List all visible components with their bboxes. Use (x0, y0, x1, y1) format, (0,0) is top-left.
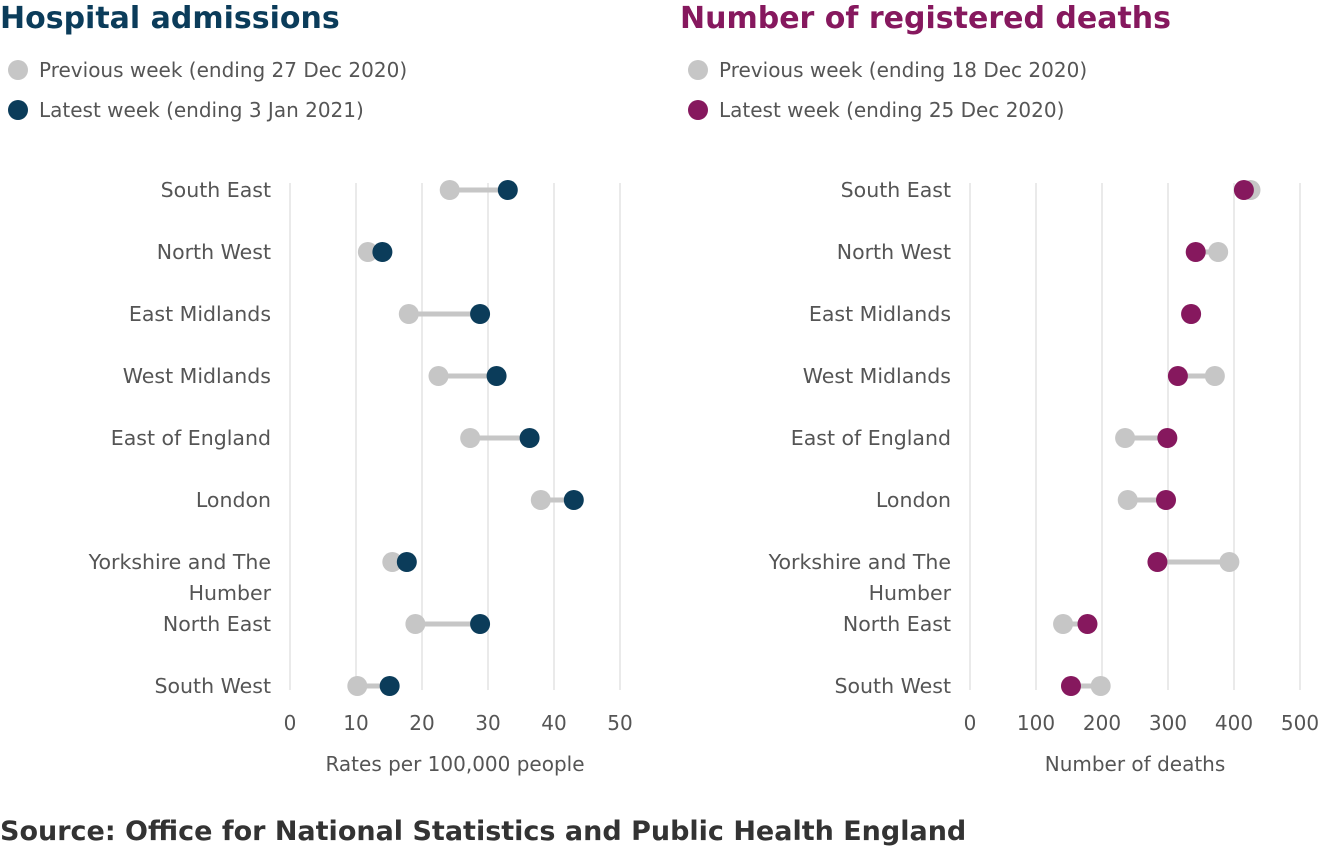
admissions-category-label-north-west: North West (157, 240, 271, 264)
admissions-point-latest-south-east (497, 180, 518, 200)
deaths-point-latest-north-west (1185, 242, 1206, 262)
deaths-point-latest-south-east (1233, 180, 1254, 200)
admissions-category-label-south-east: South East (161, 178, 271, 202)
admissions-legend-label-previous: Previous week (ending 27 Dec 2020) (39, 58, 407, 82)
admissions-tick-label-20: 20 (409, 711, 434, 735)
deaths-title: Number of registered deaths (680, 1, 1171, 36)
admissions-point-previous-east-midlands (398, 304, 419, 324)
admissions-point-previous-north-west (357, 242, 378, 262)
deaths-legend-label-previous: Previous week (ending 18 Dec 2020) (719, 58, 1087, 82)
deaths-category-label-london: London (876, 488, 951, 512)
admissions-point-latest-south-west (379, 676, 400, 696)
deaths-legend-label-latest: Latest week (ending 25 Dec 2020) (719, 98, 1064, 122)
admissions-axis-title: Rates per 100,000 people (325, 752, 584, 776)
admissions-point-previous-south-east (439, 180, 460, 200)
deaths-point-latest-london (1156, 490, 1177, 510)
deaths-category-label-yorkshire-and-the-humber: Yorkshire and The Humber (768, 550, 952, 605)
admissions-point-latest-west-midlands (486, 366, 507, 386)
admissions-point-latest-north-east (470, 614, 491, 634)
admissions-point-previous-london (530, 490, 551, 510)
deaths-category-label-south-east: South East (841, 178, 951, 202)
deaths-tick-label-200: 200 (1083, 711, 1121, 735)
admissions-point-latest-london (563, 490, 584, 510)
admissions-category-label-north-east: North East (163, 612, 271, 636)
admissions-tick-label-40: 40 (541, 711, 566, 735)
admissions-point-previous-north-east (405, 614, 426, 634)
registered-deaths-chart: Number of registered deaths Previous week… (680, 1, 1319, 776)
deaths-point-previous-north-east (1053, 614, 1074, 634)
deaths-tick-label-500: 500 (1281, 711, 1319, 735)
admissions-category-label-south-west: South West (155, 674, 272, 698)
admissions-point-previous-yorkshire-and-the-humber (382, 552, 403, 572)
admissions-point-previous-east-of-england (460, 428, 481, 448)
deaths-category-label-west-midlands: West Midlands (803, 364, 951, 388)
deaths-category-label-south-west: South West (835, 674, 952, 698)
admissions-legend-marker-latest (8, 100, 28, 120)
deaths-point-latest-east-of-england (1157, 428, 1178, 448)
deaths-tick-label-300: 300 (1149, 711, 1187, 735)
deaths-category-label-east-midlands: East Midlands (809, 302, 951, 326)
deaths-category-label-north-west: North West (837, 240, 951, 264)
deaths-tick-label-400: 400 (1215, 711, 1253, 735)
deaths-point-previous-east-of-england (1115, 428, 1136, 448)
deaths-tick-label-100: 100 (1017, 711, 1055, 735)
deaths-point-previous-north-west (1208, 242, 1229, 262)
deaths-point-latest-yorkshire-and-the-humber (1147, 552, 1168, 572)
deaths-tick-label-0: 0 (964, 711, 977, 735)
admissions-title: Hospital admissions (0, 1, 340, 36)
deaths-point-latest-north-east (1077, 614, 1098, 634)
deaths-point-previous-west-midlands (1204, 366, 1225, 386)
admissions-category-label-east-midlands: East Midlands (129, 302, 271, 326)
admissions-tick-label-30: 30 (475, 711, 500, 735)
admissions-tick-label-0: 0 (284, 711, 297, 735)
admissions-tick-label-50: 50 (607, 711, 632, 735)
admissions-legend-marker-previous (8, 60, 28, 80)
deaths-legend-marker-previous (688, 60, 708, 80)
admissions-tick-label-10: 10 (343, 711, 368, 735)
deaths-point-previous-south-west (1090, 676, 1111, 696)
deaths-point-latest-east-midlands (1181, 304, 1202, 324)
admissions-category-label-east-of-england: East of England (111, 426, 271, 450)
source-note: Source: Office for National Statistics a… (0, 816, 966, 847)
deaths-point-previous-london (1117, 490, 1138, 510)
deaths-category-label-east-of-england: East of England (791, 426, 951, 450)
admissions-point-latest-east-midlands (470, 304, 491, 324)
admissions-category-label-west-midlands: West Midlands (123, 364, 271, 388)
admissions-point-previous-west-midlands (428, 366, 449, 386)
deaths-category-label-north-east: North East (843, 612, 951, 636)
admissions-legend-label-latest: Latest week (ending 3 Jan 2021) (39, 98, 364, 122)
admissions-point-previous-south-west (347, 676, 368, 696)
deaths-legend-marker-latest (688, 100, 708, 120)
admissions-point-latest-north-west (372, 242, 393, 262)
admissions-point-latest-yorkshire-and-the-humber (396, 552, 417, 572)
deaths-point-previous-yorkshire-and-the-humber (1219, 552, 1240, 572)
deaths-axis-title: Number of deaths (1045, 752, 1226, 776)
deaths-point-latest-south-west (1060, 676, 1081, 696)
admissions-category-label-london: London (196, 488, 271, 512)
admissions-point-latest-east-of-england (519, 428, 540, 448)
hospital-admissions-chart: Hospital admissions Previous week (ending… (0, 1, 633, 776)
admissions-category-label-yorkshire-and-the-humber: Yorkshire and The Humber (88, 550, 272, 605)
deaths-point-latest-west-midlands (1167, 366, 1188, 386)
